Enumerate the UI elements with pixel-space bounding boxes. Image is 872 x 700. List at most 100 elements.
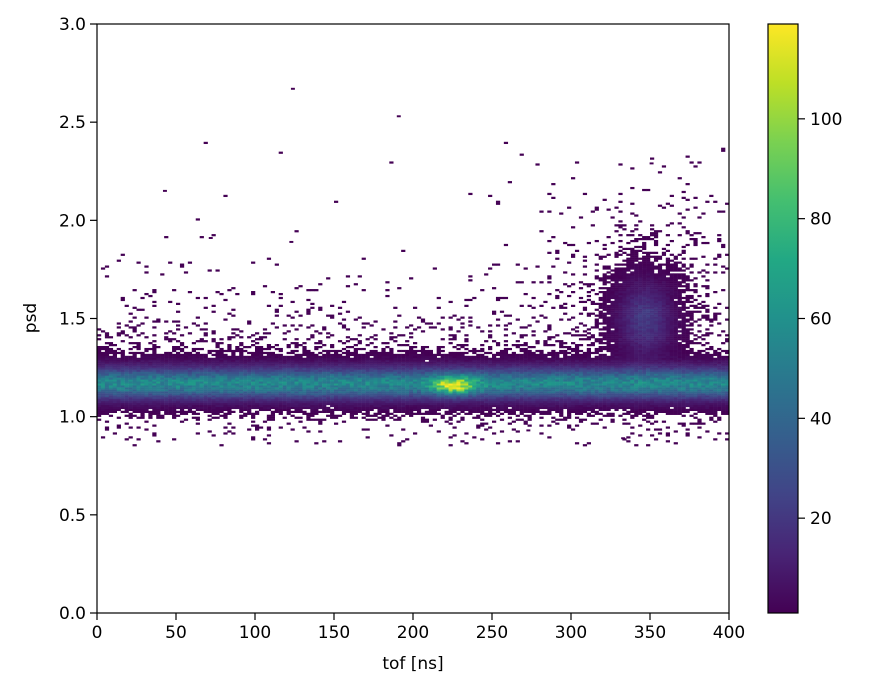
heatmap-cell [543, 395, 548, 398]
heatmap-cell [274, 410, 279, 413]
heatmap-cell [567, 351, 572, 355]
heatmap-cell [306, 387, 311, 390]
heatmap-cell [168, 406, 173, 410]
heatmap-cell [290, 369, 295, 372]
heatmap-cell [531, 375, 536, 378]
heatmap-cell [318, 367, 323, 370]
heatmap-cell [278, 377, 283, 380]
heatmap-cell [199, 357, 204, 360]
heatmap-cell [251, 373, 256, 376]
heatmap-cell [322, 395, 327, 398]
heatmap-cell [108, 367, 114, 370]
heatmap-cell [251, 292, 256, 296]
heatmap-cell [571, 391, 576, 394]
heatmap-cell [495, 410, 501, 413]
heatmap-cell [460, 383, 465, 386]
heatmap-cell [539, 381, 544, 384]
heatmap-cell [476, 357, 481, 360]
heatmap-cell [112, 371, 117, 374]
heatmap-cell [223, 377, 228, 380]
heatmap-cell [306, 389, 311, 392]
heatmap-cell [239, 344, 244, 347]
heatmap-cell [492, 432, 497, 435]
heatmap-cell [191, 373, 196, 376]
heatmap-cell [223, 357, 228, 360]
heatmap-cell [428, 404, 433, 408]
heatmap-cell [160, 381, 165, 384]
heatmap-cell [219, 377, 224, 380]
heatmap-cell [563, 391, 568, 394]
heatmap-cell [551, 385, 556, 388]
heatmap-cell [531, 397, 536, 400]
heatmap-cell [492, 361, 497, 364]
heatmap-cell [456, 318, 461, 321]
heatmap-cell [531, 404, 536, 408]
heatmap-cell [231, 400, 236, 404]
heatmap-cell [468, 357, 473, 360]
heatmap-cell [574, 353, 580, 357]
heatmap-cell [452, 355, 457, 359]
heatmap-cell [361, 367, 366, 370]
heatmap-cell [397, 399, 402, 402]
heatmap-cell [294, 399, 299, 402]
heatmap-cell [124, 375, 129, 378]
heatmap-cell [361, 379, 366, 382]
heatmap-cell [416, 379, 422, 382]
heatmap-cell [456, 367, 461, 370]
heatmap-cell [251, 412, 256, 415]
heatmap-cell [116, 404, 121, 408]
heatmap-cell [571, 367, 576, 370]
heatmap-cell [539, 416, 544, 419]
heatmap-cell [574, 355, 580, 359]
heatmap-cell [353, 410, 358, 413]
heatmap-cell [318, 361, 323, 364]
heatmap-cell [468, 275, 473, 278]
heatmap-cell [124, 381, 129, 384]
heatmap-cell [381, 353, 386, 357]
heatmap-cell [594, 379, 599, 382]
heatmap-cell [152, 387, 157, 390]
heatmap-cell [183, 402, 189, 406]
heatmap-cell [373, 391, 378, 394]
heatmap-cell [563, 365, 568, 368]
heatmap-cell [247, 345, 252, 349]
heatmap-cell [314, 345, 319, 349]
heatmap-cell [413, 361, 418, 364]
heatmap-cell [302, 385, 307, 388]
heatmap-cell [286, 359, 291, 362]
heatmap-cell [574, 397, 580, 400]
heatmap-cell [179, 399, 185, 402]
heatmap-cell [286, 408, 291, 412]
heatmap-cell [231, 332, 236, 335]
heatmap-cell [187, 391, 193, 394]
heatmap-cell [168, 340, 173, 343]
heatmap-cell [488, 330, 493, 333]
heatmap-cell [385, 391, 390, 394]
heatmap-cell [574, 330, 580, 333]
heatmap-cell [337, 399, 343, 402]
heatmap-cell [563, 302, 568, 305]
heatmap-cell [373, 338, 378, 341]
heatmap-cell [559, 414, 564, 417]
heatmap-cell [464, 377, 469, 380]
heatmap-cell [144, 397, 149, 400]
heatmap-cell [401, 375, 406, 378]
heatmap-cell [314, 381, 319, 384]
heatmap-cell [235, 365, 240, 368]
heatmap-cell [507, 383, 512, 386]
heatmap-cell [484, 389, 489, 392]
heatmap-cell [294, 404, 299, 408]
heatmap-cell [409, 410, 414, 413]
heatmap-cell [168, 393, 173, 396]
heatmap-cell [464, 389, 469, 392]
heatmap-cell [179, 391, 185, 394]
heatmap-cell [100, 365, 106, 368]
heatmap-cell [334, 375, 339, 378]
heatmap-cell [397, 410, 402, 413]
heatmap-cell [302, 399, 307, 402]
heatmap-cell [235, 383, 240, 386]
heatmap-cell [278, 151, 283, 154]
heatmap-cell [172, 404, 177, 408]
heatmap-cell [156, 393, 161, 396]
heatmap-cell [314, 353, 319, 357]
